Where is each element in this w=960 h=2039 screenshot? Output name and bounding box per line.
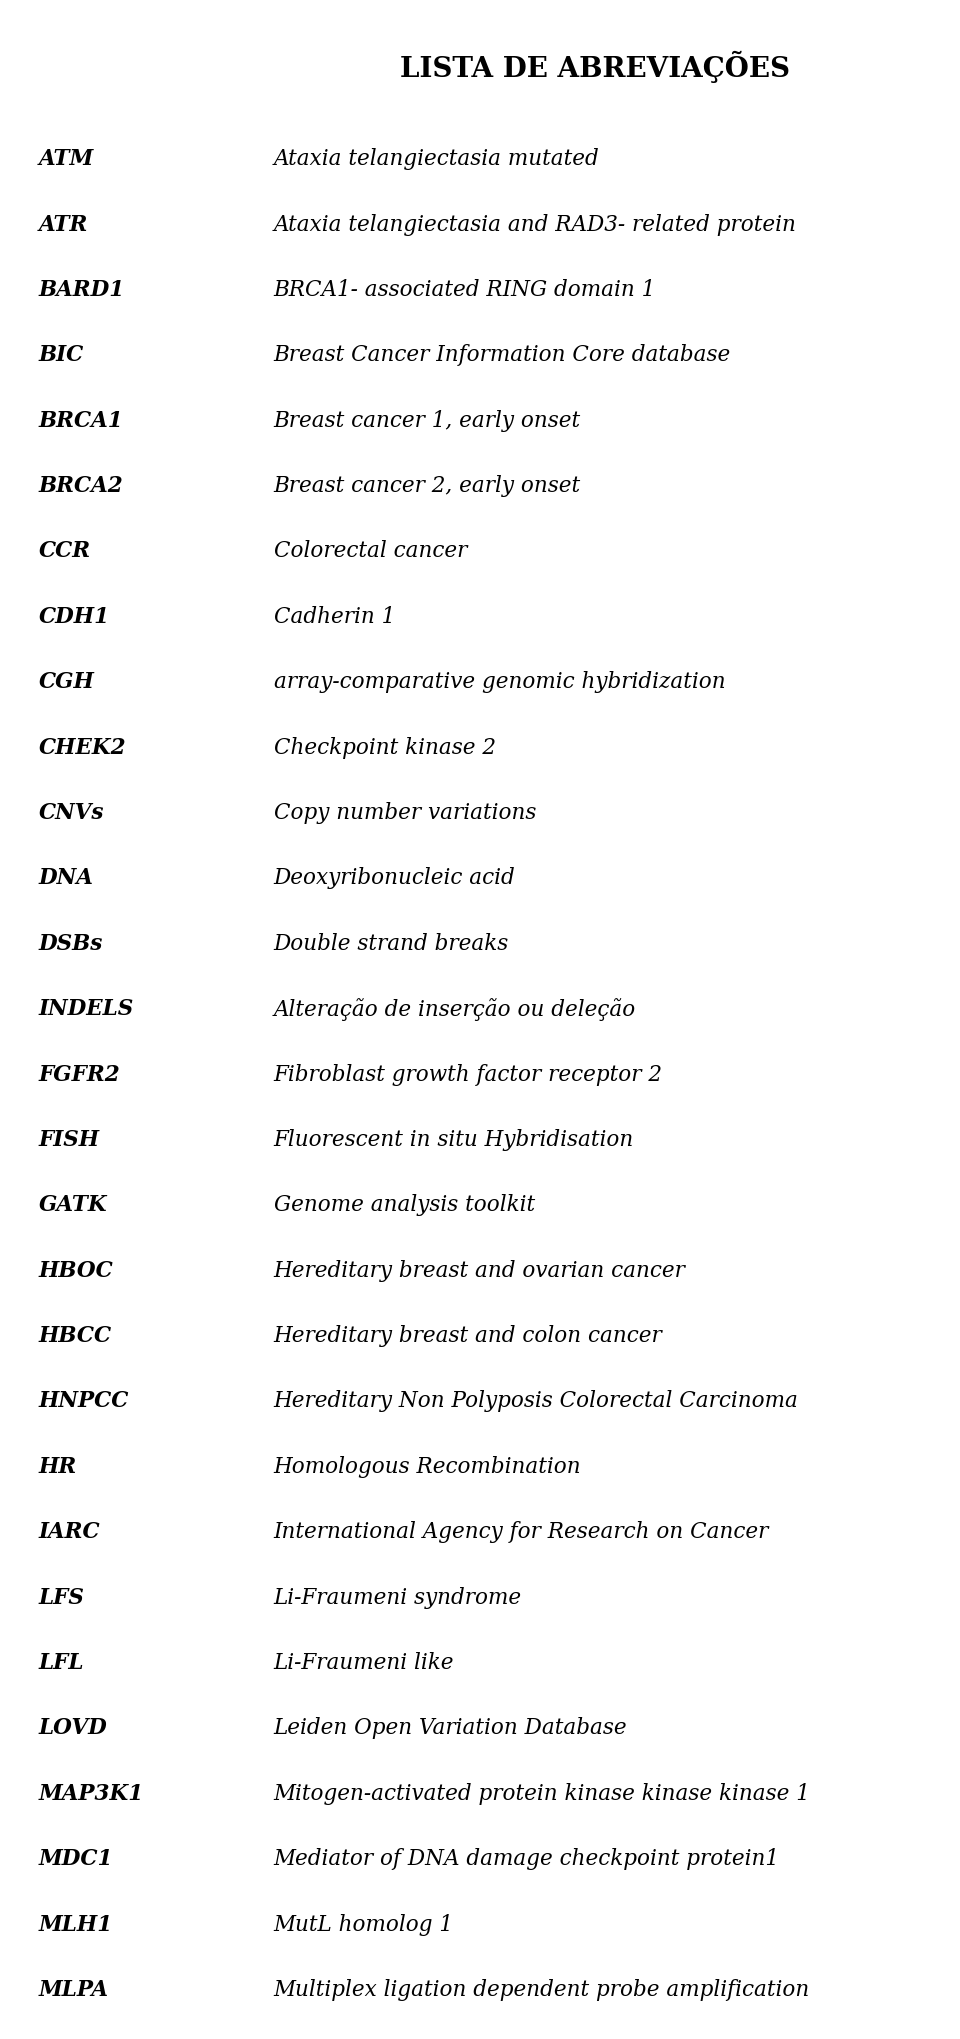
Text: Mitogen-activated protein kinase kinase kinase 1: Mitogen-activated protein kinase kinase …	[274, 1782, 810, 1805]
Text: Hereditary breast and ovarian cancer: Hereditary breast and ovarian cancer	[274, 1260, 685, 1283]
Text: Alteração de inserção ou deleção: Alteração de inserção ou deleção	[274, 997, 636, 1022]
Text: MAP3K1: MAP3K1	[38, 1782, 144, 1805]
Text: array-comparative genomic hybridization: array-comparative genomic hybridization	[274, 671, 725, 693]
Text: Breast cancer 2, early onset: Breast cancer 2, early onset	[274, 475, 581, 498]
Text: Multiplex ligation dependent probe amplification: Multiplex ligation dependent probe ampli…	[274, 1980, 810, 2000]
Text: LFS: LFS	[38, 1586, 84, 1609]
Text: MDC1: MDC1	[38, 1847, 113, 1870]
Text: CHEK2: CHEK2	[38, 736, 126, 759]
Text: BARD1: BARD1	[38, 279, 125, 302]
Text: Hereditary breast and colon cancer: Hereditary breast and colon cancer	[274, 1325, 662, 1348]
Text: GATK: GATK	[38, 1195, 107, 1217]
Text: Breast cancer 1, early onset: Breast cancer 1, early onset	[274, 410, 581, 432]
Text: CNVs: CNVs	[38, 801, 104, 824]
Text: DNA: DNA	[38, 867, 93, 889]
Text: International Agency for Research on Cancer: International Agency for Research on Can…	[274, 1521, 769, 1544]
Text: ATM: ATM	[38, 149, 94, 169]
Text: Li-Fraumeni like: Li-Fraumeni like	[274, 1652, 454, 1674]
Text: Colorectal cancer: Colorectal cancer	[274, 540, 467, 563]
Text: Mediator of DNA damage checkpoint protein1: Mediator of DNA damage checkpoint protei…	[274, 1847, 780, 1870]
Text: FGFR2: FGFR2	[38, 1064, 120, 1085]
Text: BRCA2: BRCA2	[38, 475, 123, 498]
Text: Double strand breaks: Double strand breaks	[274, 932, 509, 954]
Text: Checkpoint kinase 2: Checkpoint kinase 2	[274, 736, 495, 759]
Text: INDELS: INDELS	[38, 999, 133, 1020]
Text: IARC: IARC	[38, 1521, 100, 1544]
Text: CGH: CGH	[38, 671, 94, 693]
Text: CCR: CCR	[38, 540, 90, 563]
Text: Ataxia telangiectasia mutated: Ataxia telangiectasia mutated	[274, 149, 599, 169]
Text: LISTA DE ABREVIAÇÕES: LISTA DE ABREVIAÇÕES	[400, 51, 790, 84]
Text: Homologous Recombination: Homologous Recombination	[274, 1456, 581, 1478]
Text: Fibroblast growth factor receptor 2: Fibroblast growth factor receptor 2	[274, 1064, 662, 1085]
Text: Ataxia telangiectasia and RAD3- related protein: Ataxia telangiectasia and RAD3- related …	[274, 214, 797, 234]
Text: MLPA: MLPA	[38, 1980, 108, 2000]
Text: Fluorescent in situ Hybridisation: Fluorescent in situ Hybridisation	[274, 1130, 634, 1150]
Text: Cadherin 1: Cadherin 1	[274, 606, 395, 628]
Text: Deoxyribonucleic acid: Deoxyribonucleic acid	[274, 867, 516, 889]
Text: Leiden Open Variation Database: Leiden Open Variation Database	[274, 1717, 627, 1739]
Text: Hereditary Non Polyposis Colorectal Carcinoma: Hereditary Non Polyposis Colorectal Carc…	[274, 1391, 799, 1413]
Text: LFL: LFL	[38, 1652, 84, 1674]
Text: HNPCC: HNPCC	[38, 1391, 129, 1413]
Text: BRCA1- associated RING domain 1: BRCA1- associated RING domain 1	[274, 279, 656, 302]
Text: Li-Fraumeni syndrome: Li-Fraumeni syndrome	[274, 1586, 521, 1609]
Text: BIC: BIC	[38, 345, 84, 367]
Text: HBOC: HBOC	[38, 1260, 113, 1283]
Text: Breast Cancer Information Core database: Breast Cancer Information Core database	[274, 345, 731, 367]
Text: DSBs: DSBs	[38, 932, 103, 954]
Text: FISH: FISH	[38, 1130, 100, 1150]
Text: MLH1: MLH1	[38, 1915, 112, 1935]
Text: HBCC: HBCC	[38, 1325, 111, 1348]
Text: MutL homolog 1: MutL homolog 1	[274, 1915, 453, 1935]
Text: CDH1: CDH1	[38, 606, 109, 628]
Text: Copy number variations: Copy number variations	[274, 801, 536, 824]
Text: ATR: ATR	[38, 214, 87, 234]
Text: Genome analysis toolkit: Genome analysis toolkit	[274, 1195, 535, 1217]
Text: BRCA1: BRCA1	[38, 410, 123, 432]
Text: LOVD: LOVD	[38, 1717, 108, 1739]
Text: HR: HR	[38, 1456, 77, 1478]
